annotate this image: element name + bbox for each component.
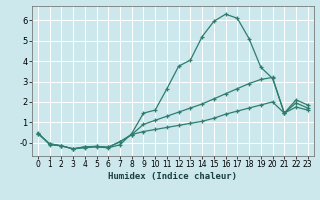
X-axis label: Humidex (Indice chaleur): Humidex (Indice chaleur) — [108, 172, 237, 181]
